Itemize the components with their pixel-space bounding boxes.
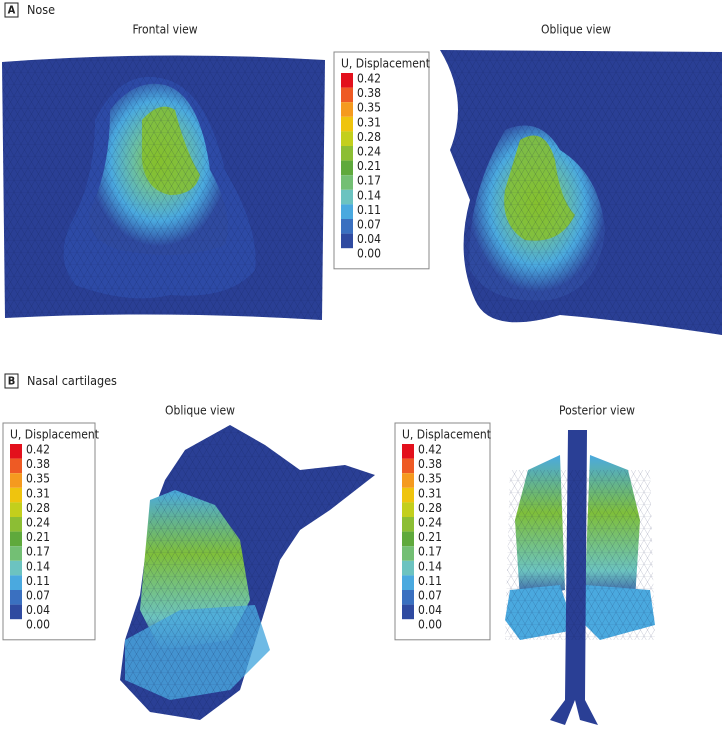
legend-title: U, Displacement: [10, 428, 99, 442]
legend-swatch: [341, 204, 353, 219]
legend-label: 0.31: [357, 115, 381, 129]
view-title: Posterior view: [559, 404, 635, 418]
legend-swatch: [402, 517, 414, 532]
legend-title: U, Displacement: [341, 57, 430, 71]
legend-swatch: [402, 604, 414, 620]
legend-swatch: [10, 444, 22, 459]
legend-label: 0.07: [357, 218, 381, 232]
legend-label: 0.07: [26, 589, 50, 603]
legend-swatch: [341, 87, 353, 103]
legend-label: 0.38: [357, 86, 381, 100]
legend-label: 0.42: [418, 443, 442, 457]
legend-swatch: [10, 517, 22, 532]
panel-title: Nose: [27, 2, 55, 17]
legend-swatch: [402, 546, 414, 561]
legend-label: 0.38: [418, 457, 442, 471]
legend-swatch: [341, 73, 353, 88]
panel-label: B: [8, 375, 16, 388]
legend-swatch: [341, 102, 353, 117]
legend-swatch: [341, 146, 353, 161]
panel-title: Nasal cartilages: [27, 373, 117, 388]
legend-label: 0.04: [357, 232, 381, 246]
legend-swatch: [402, 444, 414, 459]
legend-label: 0.14: [357, 188, 381, 202]
panel-label: A: [8, 4, 16, 17]
view-title: Frontal view: [132, 23, 197, 37]
legend-label: 0.11: [357, 203, 381, 217]
view-title: Oblique view: [541, 23, 611, 37]
legend-label: 0.11: [26, 574, 50, 588]
oblique-cartilage-model: [120, 425, 375, 720]
legend-label: 0.31: [26, 486, 50, 500]
panel-label-box: [4, 373, 19, 389]
legend-swatch: [341, 131, 353, 146]
legend-label: 0.28: [357, 130, 381, 144]
legend-label: 0.17: [357, 174, 381, 188]
frontal-nose-model: [2, 55, 325, 321]
legend-swatch: [341, 189, 353, 205]
legend-label: 0.21: [418, 530, 442, 544]
legend-label: 0.35: [418, 472, 442, 486]
legend-label: 0.04: [26, 603, 50, 617]
legend-label: 0.17: [26, 545, 50, 559]
legend-label: 0.17: [418, 545, 442, 559]
legend-swatch: [10, 575, 22, 590]
legend-label: 0.35: [26, 472, 50, 486]
legend-label: 0.28: [26, 501, 50, 515]
legend-swatch: [402, 531, 414, 547]
legend-swatch: [402, 473, 414, 488]
legend-label: 0.28: [418, 501, 442, 515]
oblique-nose-model: [440, 50, 722, 335]
legend-label: 0.38: [26, 457, 50, 471]
legend-label: 0.24: [418, 516, 442, 530]
legend-label: 0.24: [26, 516, 50, 530]
legend-swatch: [10, 546, 22, 561]
legend-label: 0.24: [357, 145, 381, 159]
legend-label: 0.31: [418, 486, 442, 500]
legend-swatch: [341, 160, 353, 176]
legend-title: U, Displacement: [402, 428, 491, 442]
legend-swatch: [402, 502, 414, 517]
legend-swatch: [10, 473, 22, 488]
posterior-cartilage-model: [505, 430, 655, 725]
legend-swatch: [10, 604, 22, 620]
legend-swatch: [10, 590, 22, 605]
legend-label: 0.11: [418, 574, 442, 588]
legend-label: 0.00: [357, 247, 381, 261]
panel-label-box: [4, 2, 19, 18]
legend-swatch: [341, 116, 353, 132]
legend-label: 0.04: [418, 603, 442, 617]
legend-swatch: [341, 233, 353, 249]
legend-label: 0.00: [418, 618, 442, 632]
legend-swatch: [402, 590, 414, 605]
legend-swatch: [10, 560, 22, 576]
legend-swatch: [10, 458, 22, 474]
legend-label: 0.07: [418, 589, 442, 603]
legend-swatch: [341, 219, 353, 234]
legend-label: 0.35: [357, 101, 381, 115]
legend-label: 0.42: [357, 72, 381, 86]
legends: U, Displacement0.420.380.350.310.280.240…: [2, 51, 491, 641]
legend-swatch: [402, 487, 414, 503]
legend-label: 0.14: [418, 559, 442, 573]
legend-label: 0.21: [26, 530, 50, 544]
legend-label: 0.42: [26, 443, 50, 457]
legend-swatch: [10, 502, 22, 517]
legend-swatch: [10, 531, 22, 547]
legend-swatch: [402, 458, 414, 474]
legend-label: 0.00: [26, 618, 50, 632]
legend-swatch: [10, 487, 22, 503]
legend-swatch: [402, 560, 414, 576]
legend-swatch: [402, 575, 414, 590]
legend-label: 0.21: [357, 159, 381, 173]
view-title: Oblique view: [165, 404, 235, 418]
legend-swatch: [341, 175, 353, 190]
legend-label: 0.14: [26, 559, 50, 573]
